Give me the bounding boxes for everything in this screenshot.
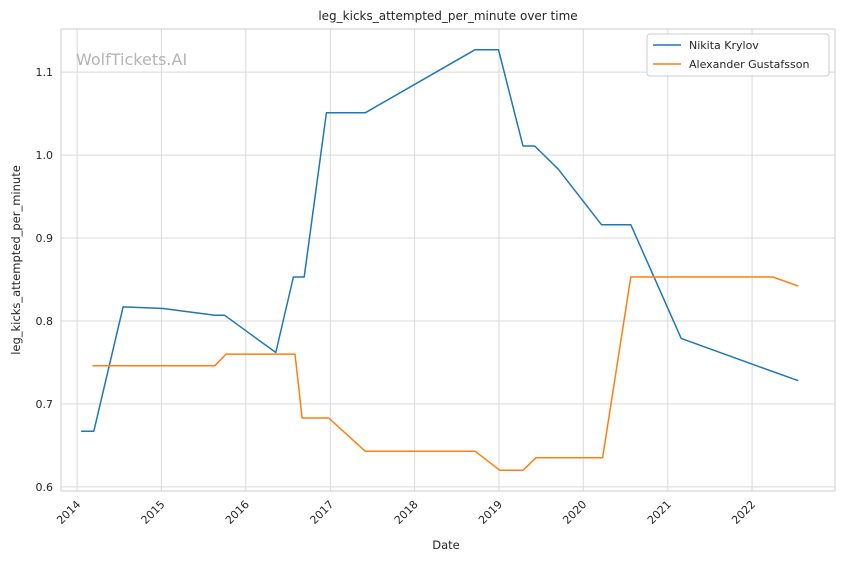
watermark: WolfTickets.AI bbox=[76, 50, 187, 69]
x-tick-label: 2021 bbox=[645, 498, 674, 527]
chart-title: leg_kicks_attempted_per_minute over time bbox=[318, 9, 577, 23]
y-tick-label: 0.9 bbox=[36, 232, 54, 245]
series-layer bbox=[81, 48, 799, 472]
y-tick-label: 1.0 bbox=[36, 149, 54, 162]
x-tick-label: 2016 bbox=[223, 498, 252, 527]
y-tick-label: 1.1 bbox=[36, 66, 54, 79]
grid bbox=[61, 29, 835, 491]
x-tick-label: 2022 bbox=[729, 498, 758, 527]
legend-box bbox=[646, 33, 830, 77]
x-tick-label: 2018 bbox=[392, 498, 421, 527]
x-axis-label: Date bbox=[432, 538, 460, 552]
legend: Nikita Krylov Alexander Gustafsson bbox=[646, 33, 830, 77]
series-line-alexander-gustafsson bbox=[92, 276, 799, 472]
y-tick-label: 0.8 bbox=[36, 315, 54, 328]
x-tick-label: 2019 bbox=[476, 498, 505, 527]
x-tick-label: 2017 bbox=[307, 498, 336, 527]
x-tick-label: 2014 bbox=[54, 498, 83, 527]
series-line-nikita-krylov bbox=[81, 48, 799, 433]
y-axis-label: leg_kicks_attempted_per_minute bbox=[9, 165, 23, 355]
y-tick-label: 0.7 bbox=[36, 398, 54, 411]
legend-label: Alexander Gustafsson bbox=[689, 58, 809, 71]
y-tick-label: 0.6 bbox=[36, 481, 54, 494]
legend-label: Nikita Krylov bbox=[689, 39, 759, 52]
x-tick-label: 2020 bbox=[560, 498, 589, 527]
x-tick-label: 2015 bbox=[139, 498, 168, 527]
plot-frame bbox=[60, 28, 836, 492]
tick-labels: 2014 2015 2016 2017 2018 2019 2020 2021 2022 0.6 0… bbox=[36, 66, 759, 527]
